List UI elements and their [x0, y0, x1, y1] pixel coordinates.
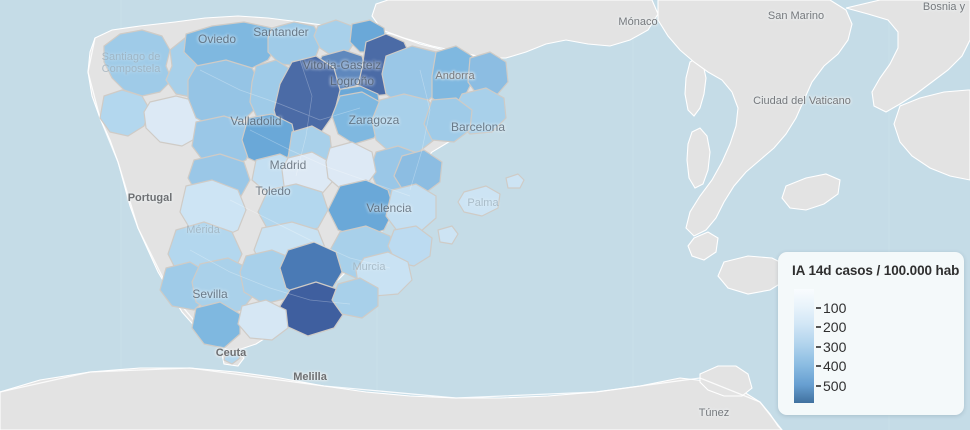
legend-tick-dash	[816, 307, 821, 309]
legend-colorbar	[794, 289, 814, 403]
province-ceuta	[223, 349, 241, 365]
province-cadiz	[191, 301, 241, 349]
province-ibiza	[437, 225, 459, 245]
legend-title: IA 14d casos / 100.000 hab	[792, 263, 960, 278]
legend-tick-label: 400	[823, 358, 847, 374]
province-almeria	[331, 277, 379, 319]
province-cuenca	[327, 179, 395, 239]
province-girona	[467, 51, 509, 97]
legend-tick-dash	[816, 365, 821, 367]
province-toledo	[257, 183, 329, 237]
province-soria	[331, 91, 385, 145]
province-alicante	[387, 225, 433, 267]
province-asturias	[183, 21, 279, 73]
legend-tick-dash	[816, 385, 821, 387]
province-tarragona	[423, 97, 473, 143]
legend-tick-label: 100	[823, 300, 847, 316]
legend-tick-label: 500	[823, 378, 847, 394]
legend-body: 100 200 300 400 500	[790, 289, 952, 404]
province-menorca	[505, 173, 525, 189]
province-malaga	[237, 299, 289, 341]
legend-tick-label: 300	[823, 339, 847, 355]
province-mallorca	[457, 185, 501, 217]
province-zamora	[191, 115, 255, 169]
province-pontevedra	[99, 89, 151, 137]
legend-tick-dash	[816, 326, 821, 328]
province-castellon	[393, 149, 443, 195]
province-zaragoza	[371, 93, 441, 155]
spain-provinces[interactable]	[99, 19, 525, 365]
map-texture	[189, 59, 431, 305]
legend-tick-label: 200	[823, 319, 847, 335]
legend-tick-dash	[816, 346, 821, 348]
legend-panel[interactable]: IA 14d casos / 100.000 hab 100 200 300 4…	[778, 252, 964, 415]
province-valencia	[385, 183, 437, 233]
